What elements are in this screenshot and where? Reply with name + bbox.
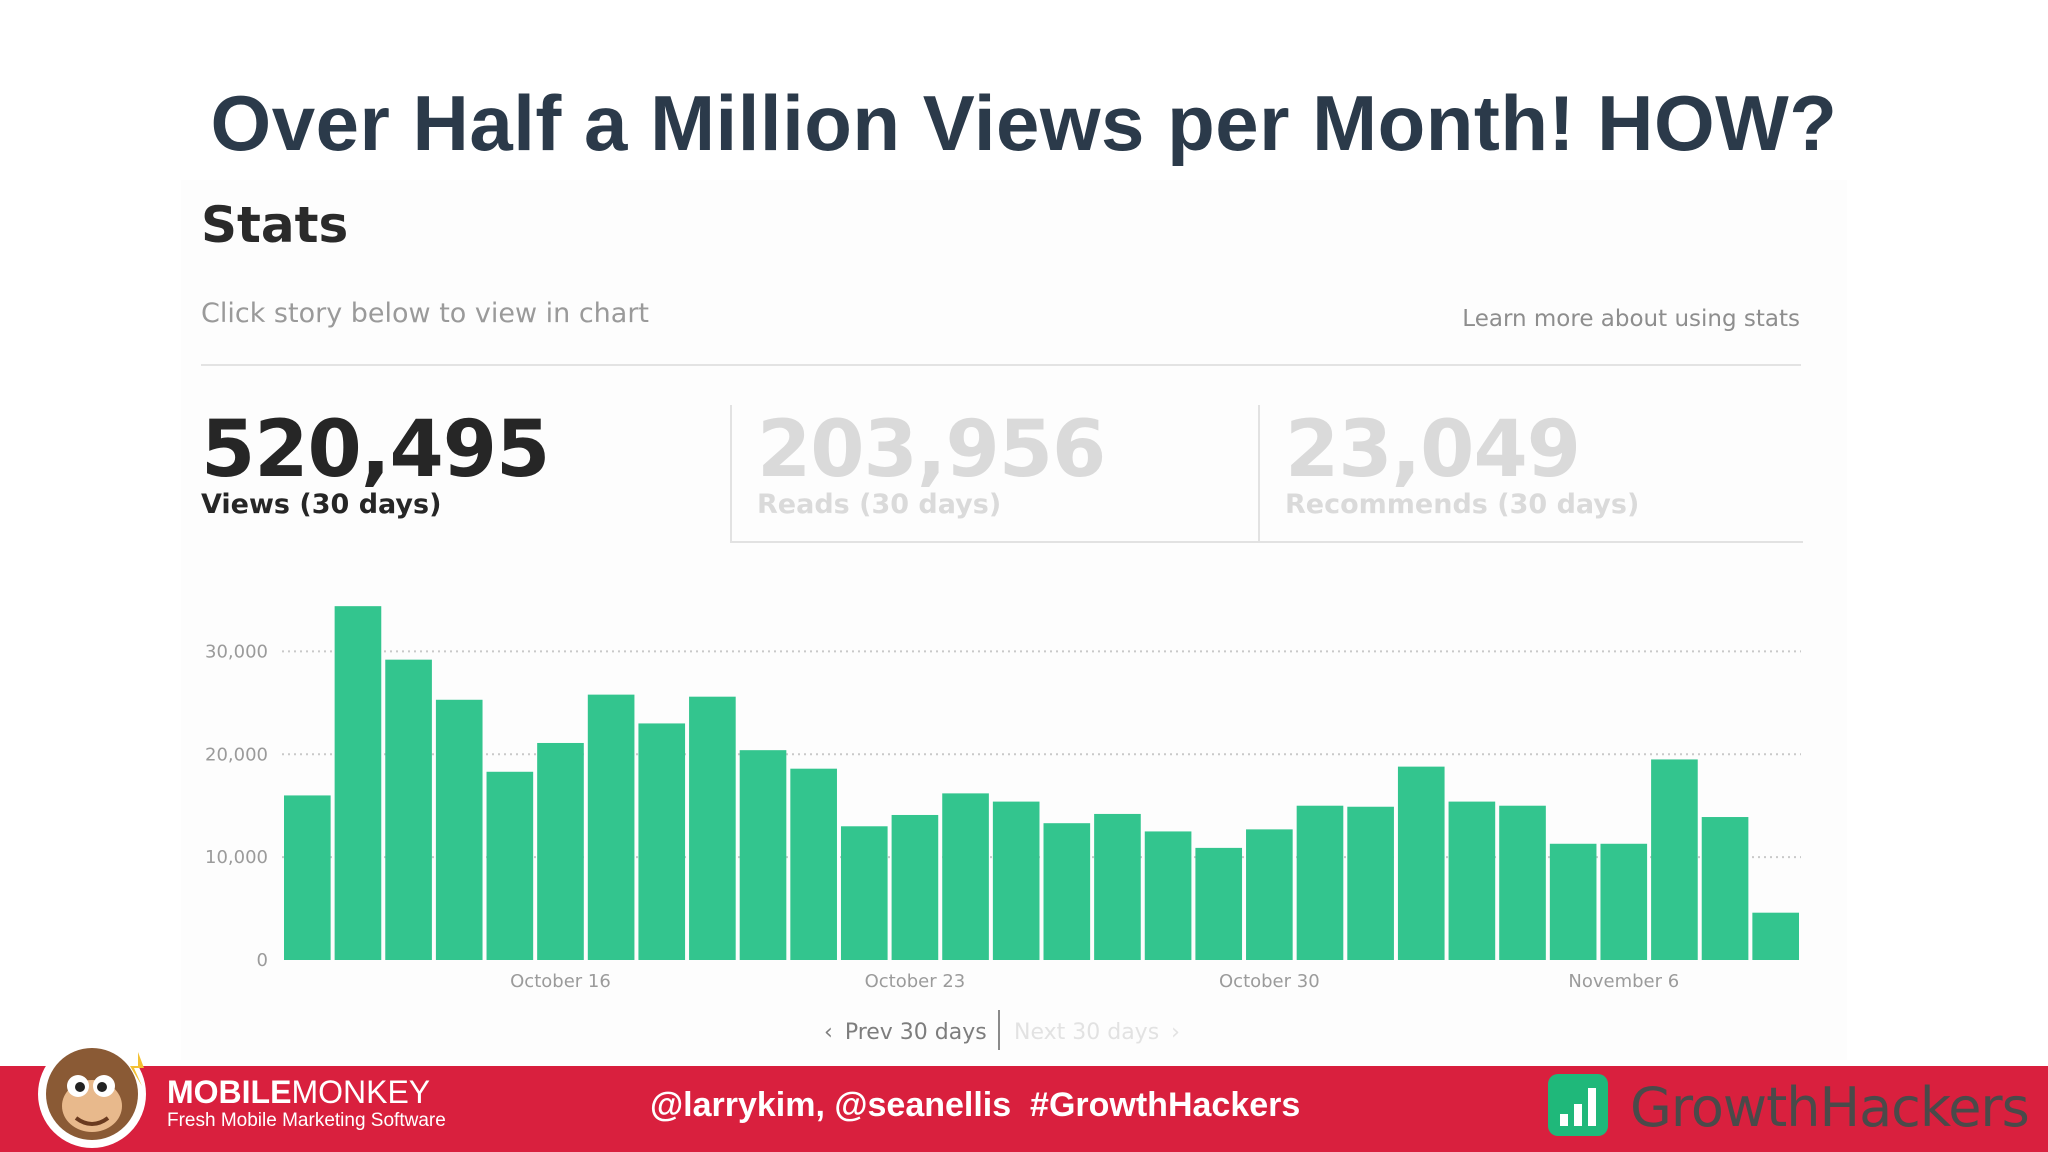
bar[interactable] — [486, 771, 534, 960]
bar[interactable] — [638, 723, 686, 960]
next-label: Next 30 days — [1014, 1020, 1160, 1045]
bar[interactable] — [1094, 813, 1141, 960]
reads-value: 203,956 — [757, 405, 1106, 495]
social-handles: @larrykim, @seanellis #GrowthHackers — [650, 1086, 1301, 1124]
recommends-label: Recommends (30 days) — [1285, 489, 1640, 520]
bar[interactable] — [587, 694, 635, 960]
x-tick-label: October 30 — [1219, 971, 1320, 992]
stats-subtitle: Click story below to view in chart — [201, 298, 650, 329]
brand-name-bold: MOBILE — [167, 1074, 292, 1110]
x-tick-label: November 6 — [1568, 971, 1679, 992]
views-card[interactable]: 520,495 Views (30 days) — [201, 405, 729, 541]
monkey-mascot-icon — [38, 1040, 146, 1148]
bar[interactable] — [1144, 831, 1192, 960]
bar[interactable] — [1448, 801, 1496, 960]
bar[interactable] — [942, 793, 989, 960]
bar[interactable] — [1651, 759, 1698, 960]
slide-title: Over Half a Million Views per Month! HOW… — [210, 79, 1838, 167]
bar[interactable] — [1043, 823, 1091, 960]
x-tick-label: October 16 — [510, 971, 611, 992]
bar[interactable] — [1397, 766, 1445, 960]
bar[interactable] — [1701, 817, 1749, 960]
views-label: Views (30 days) — [201, 489, 442, 520]
bar[interactable] — [739, 750, 787, 960]
y-tick-label: 10,000 — [205, 847, 268, 868]
x-tick-label: October 23 — [865, 971, 966, 992]
views-value: 520,495 — [201, 405, 550, 495]
bar[interactable] — [1347, 806, 1394, 960]
bar[interactable] — [790, 768, 837, 960]
growthhackers-logo-icon — [1548, 1074, 1608, 1136]
recommends-card[interactable]: 23,049 Recommends (30 days) — [1258, 405, 1803, 543]
chevron-left-icon: ‹ — [824, 1020, 833, 1045]
bar[interactable] — [435, 699, 483, 960]
bar[interactable] — [689, 696, 736, 960]
bar[interactable] — [1296, 805, 1344, 960]
bar[interactable] — [1195, 847, 1243, 960]
bar[interactable] — [840, 826, 888, 960]
reads-card[interactable]: 203,956 Reads (30 days) — [730, 405, 1259, 543]
bar[interactable] — [891, 814, 939, 960]
stats-heading: Stats — [201, 196, 349, 254]
brand-name-rest: MONKEY — [291, 1074, 431, 1110]
reads-label: Reads (30 days) — [757, 489, 1002, 520]
bar[interactable] — [385, 659, 432, 960]
growthhackers-wordmark: GrowthHackers — [1630, 1076, 2030, 1139]
bar[interactable] — [537, 742, 584, 960]
y-tick-label: 20,000 — [205, 744, 268, 765]
chevron-right-icon: › — [1171, 1020, 1180, 1045]
bar[interactable] — [992, 801, 1040, 960]
bar[interactable] — [1499, 805, 1546, 960]
footer-bar — [0, 1066, 2048, 1152]
divider — [201, 364, 1801, 366]
next-30-days-button[interactable]: Next 30 days › — [1014, 1020, 1180, 1045]
bar[interactable] — [1246, 829, 1293, 960]
pager-divider — [998, 1010, 1000, 1050]
bar[interactable] — [334, 606, 382, 960]
brand-tagline: Fresh Mobile Marketing Software — [167, 1110, 446, 1131]
learn-more-link[interactable]: Learn more about using stats — [1462, 306, 1800, 332]
prev-label: Prev 30 days — [844, 1020, 987, 1045]
views-bar-chart: 0 10,000 20,000 30,000 October 16 October 23 O… — [205, 606, 1801, 992]
y-tick-label: 0 — [257, 950, 268, 971]
bar[interactable] — [284, 795, 331, 960]
brand-name: MOBILEMONKEY — [167, 1074, 430, 1111]
bar[interactable] — [1752, 912, 1799, 960]
prev-30-days-button[interactable]: ‹ Prev 30 days — [824, 1020, 987, 1045]
bar[interactable] — [1600, 843, 1648, 960]
bar[interactable] — [1549, 843, 1597, 960]
y-tick-label: 30,000 — [205, 641, 268, 662]
recommends-value: 23,049 — [1285, 405, 1581, 495]
